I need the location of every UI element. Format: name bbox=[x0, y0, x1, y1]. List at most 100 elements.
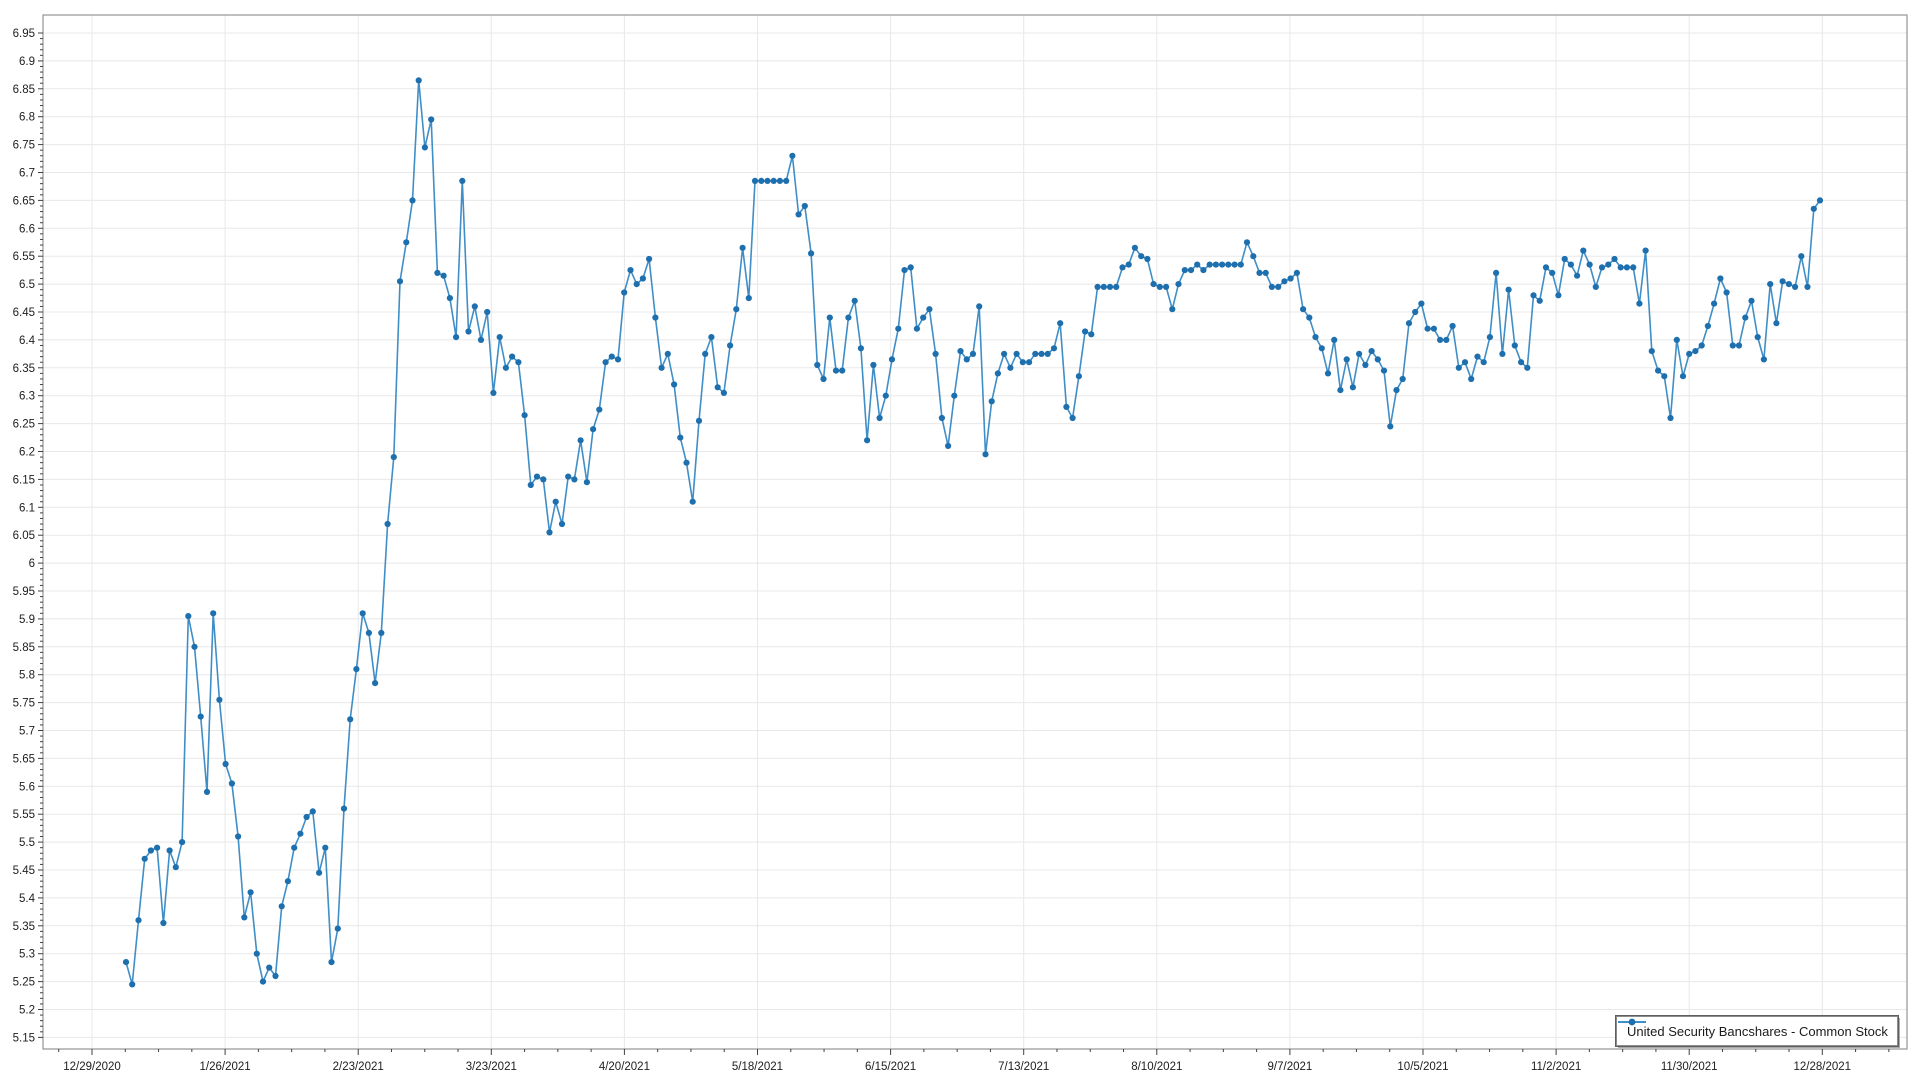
data-point[interactable] bbox=[403, 239, 410, 246]
data-point[interactable] bbox=[627, 267, 634, 274]
data-point[interactable] bbox=[1368, 348, 1375, 355]
data-point[interactable] bbox=[191, 643, 198, 650]
data-point[interactable] bbox=[1405, 320, 1413, 327]
data-point[interactable] bbox=[1044, 350, 1051, 357]
data-point[interactable] bbox=[1212, 261, 1219, 268]
data-point[interactable] bbox=[745, 295, 752, 302]
data-point[interactable] bbox=[808, 250, 815, 257]
data-point[interactable] bbox=[1082, 328, 1089, 335]
data-point[interactable] bbox=[1412, 308, 1419, 316]
data-point[interactable] bbox=[851, 297, 858, 304]
data-point[interactable] bbox=[832, 367, 840, 374]
data-point[interactable] bbox=[328, 959, 335, 966]
data-point[interactable] bbox=[415, 77, 422, 84]
data-point[interactable] bbox=[1194, 261, 1201, 268]
data-point[interactable] bbox=[421, 144, 428, 151]
data-point[interactable] bbox=[322, 844, 329, 851]
data-point[interactable] bbox=[1443, 336, 1450, 343]
data-point[interactable] bbox=[241, 914, 248, 921]
data-point[interactable] bbox=[1225, 261, 1232, 268]
data-point[interactable] bbox=[453, 334, 460, 341]
data-point[interactable] bbox=[596, 406, 603, 413]
data-point[interactable] bbox=[1237, 261, 1244, 268]
data-point[interactable] bbox=[216, 696, 223, 703]
data-point[interactable] bbox=[1001, 350, 1008, 357]
data-point[interactable] bbox=[203, 788, 211, 796]
data-point[interactable] bbox=[1617, 264, 1624, 271]
data-point[interactable] bbox=[820, 375, 827, 383]
data-point[interactable] bbox=[253, 950, 260, 957]
data-point[interactable] bbox=[490, 389, 497, 396]
data-point[interactable] bbox=[278, 903, 285, 910]
data-point[interactable] bbox=[708, 334, 715, 341]
data-point[interactable] bbox=[1461, 359, 1469, 366]
data-point[interactable] bbox=[1125, 261, 1132, 268]
data-point[interactable] bbox=[1150, 281, 1157, 288]
data-point[interactable] bbox=[938, 414, 946, 422]
data-point[interactable] bbox=[1287, 275, 1294, 282]
data-point[interactable] bbox=[359, 610, 366, 617]
data-point[interactable] bbox=[1100, 283, 1107, 290]
data-point[interactable] bbox=[614, 356, 622, 363]
data-point[interactable] bbox=[969, 350, 977, 357]
data-point[interactable] bbox=[1113, 283, 1120, 290]
data-point[interactable] bbox=[1561, 255, 1568, 263]
data-point[interactable] bbox=[571, 476, 578, 483]
data-point[interactable] bbox=[739, 244, 746, 251]
data-point[interactable] bbox=[1262, 269, 1269, 276]
data-point[interactable] bbox=[533, 473, 541, 480]
data-point[interactable] bbox=[210, 610, 217, 617]
data-point[interactable] bbox=[1163, 283, 1170, 290]
data-point[interactable] bbox=[1723, 289, 1730, 296]
data-point[interactable] bbox=[1437, 336, 1444, 343]
data-point[interactable] bbox=[1542, 264, 1550, 271]
data-point[interactable] bbox=[1474, 353, 1481, 360]
data-point[interactable] bbox=[1094, 283, 1101, 290]
data-point[interactable] bbox=[1785, 281, 1792, 288]
data-point[interactable] bbox=[901, 267, 908, 274]
data-point[interactable] bbox=[1804, 283, 1811, 290]
data-point[interactable] bbox=[1524, 364, 1531, 371]
data-point[interactable] bbox=[365, 629, 372, 637]
data-point[interactable] bbox=[770, 177, 777, 184]
data-point[interactable] bbox=[639, 275, 647, 282]
data-point[interactable] bbox=[1144, 255, 1151, 263]
data-point[interactable] bbox=[677, 434, 684, 441]
data-point[interactable] bbox=[1667, 414, 1674, 422]
data-point[interactable] bbox=[1050, 345, 1058, 352]
data-point[interactable] bbox=[1219, 261, 1226, 268]
data-point[interactable] bbox=[1069, 414, 1076, 422]
data-point[interactable] bbox=[477, 336, 485, 343]
data-point[interactable] bbox=[1449, 322, 1456, 330]
data-point[interactable] bbox=[658, 364, 665, 371]
data-point[interactable] bbox=[1598, 264, 1606, 271]
data-point[interactable] bbox=[1256, 269, 1263, 276]
data-point[interactable] bbox=[222, 760, 229, 768]
data-point[interactable] bbox=[801, 202, 808, 210]
data-point[interactable] bbox=[907, 264, 914, 271]
data-point[interactable] bbox=[396, 278, 404, 285]
data-point[interactable] bbox=[1275, 283, 1282, 290]
data-point[interactable] bbox=[1038, 350, 1045, 357]
data-point[interactable] bbox=[1480, 359, 1487, 366]
data-point[interactable] bbox=[179, 839, 186, 846]
data-point[interactable] bbox=[1767, 281, 1774, 288]
data-point[interactable] bbox=[1698, 342, 1705, 349]
data-point[interactable] bbox=[1704, 322, 1711, 330]
data-point[interactable] bbox=[1673, 336, 1680, 343]
data-point[interactable] bbox=[247, 889, 254, 896]
data-point[interactable] bbox=[1717, 275, 1724, 282]
data-point[interactable] bbox=[471, 303, 478, 310]
data-point[interactable] bbox=[926, 306, 933, 313]
data-point[interactable] bbox=[552, 498, 559, 505]
data-point[interactable] bbox=[508, 353, 516, 360]
data-point[interactable] bbox=[303, 813, 310, 821]
data-point[interactable] bbox=[1057, 320, 1064, 327]
data-point[interactable] bbox=[1679, 373, 1687, 380]
data-point[interactable] bbox=[1530, 292, 1537, 299]
data-point[interactable] bbox=[1169, 306, 1176, 313]
data-point[interactable] bbox=[789, 152, 796, 159]
data-point[interactable] bbox=[1181, 267, 1188, 274]
data-point[interactable] bbox=[160, 919, 167, 927]
data-point[interactable] bbox=[1493, 269, 1500, 276]
